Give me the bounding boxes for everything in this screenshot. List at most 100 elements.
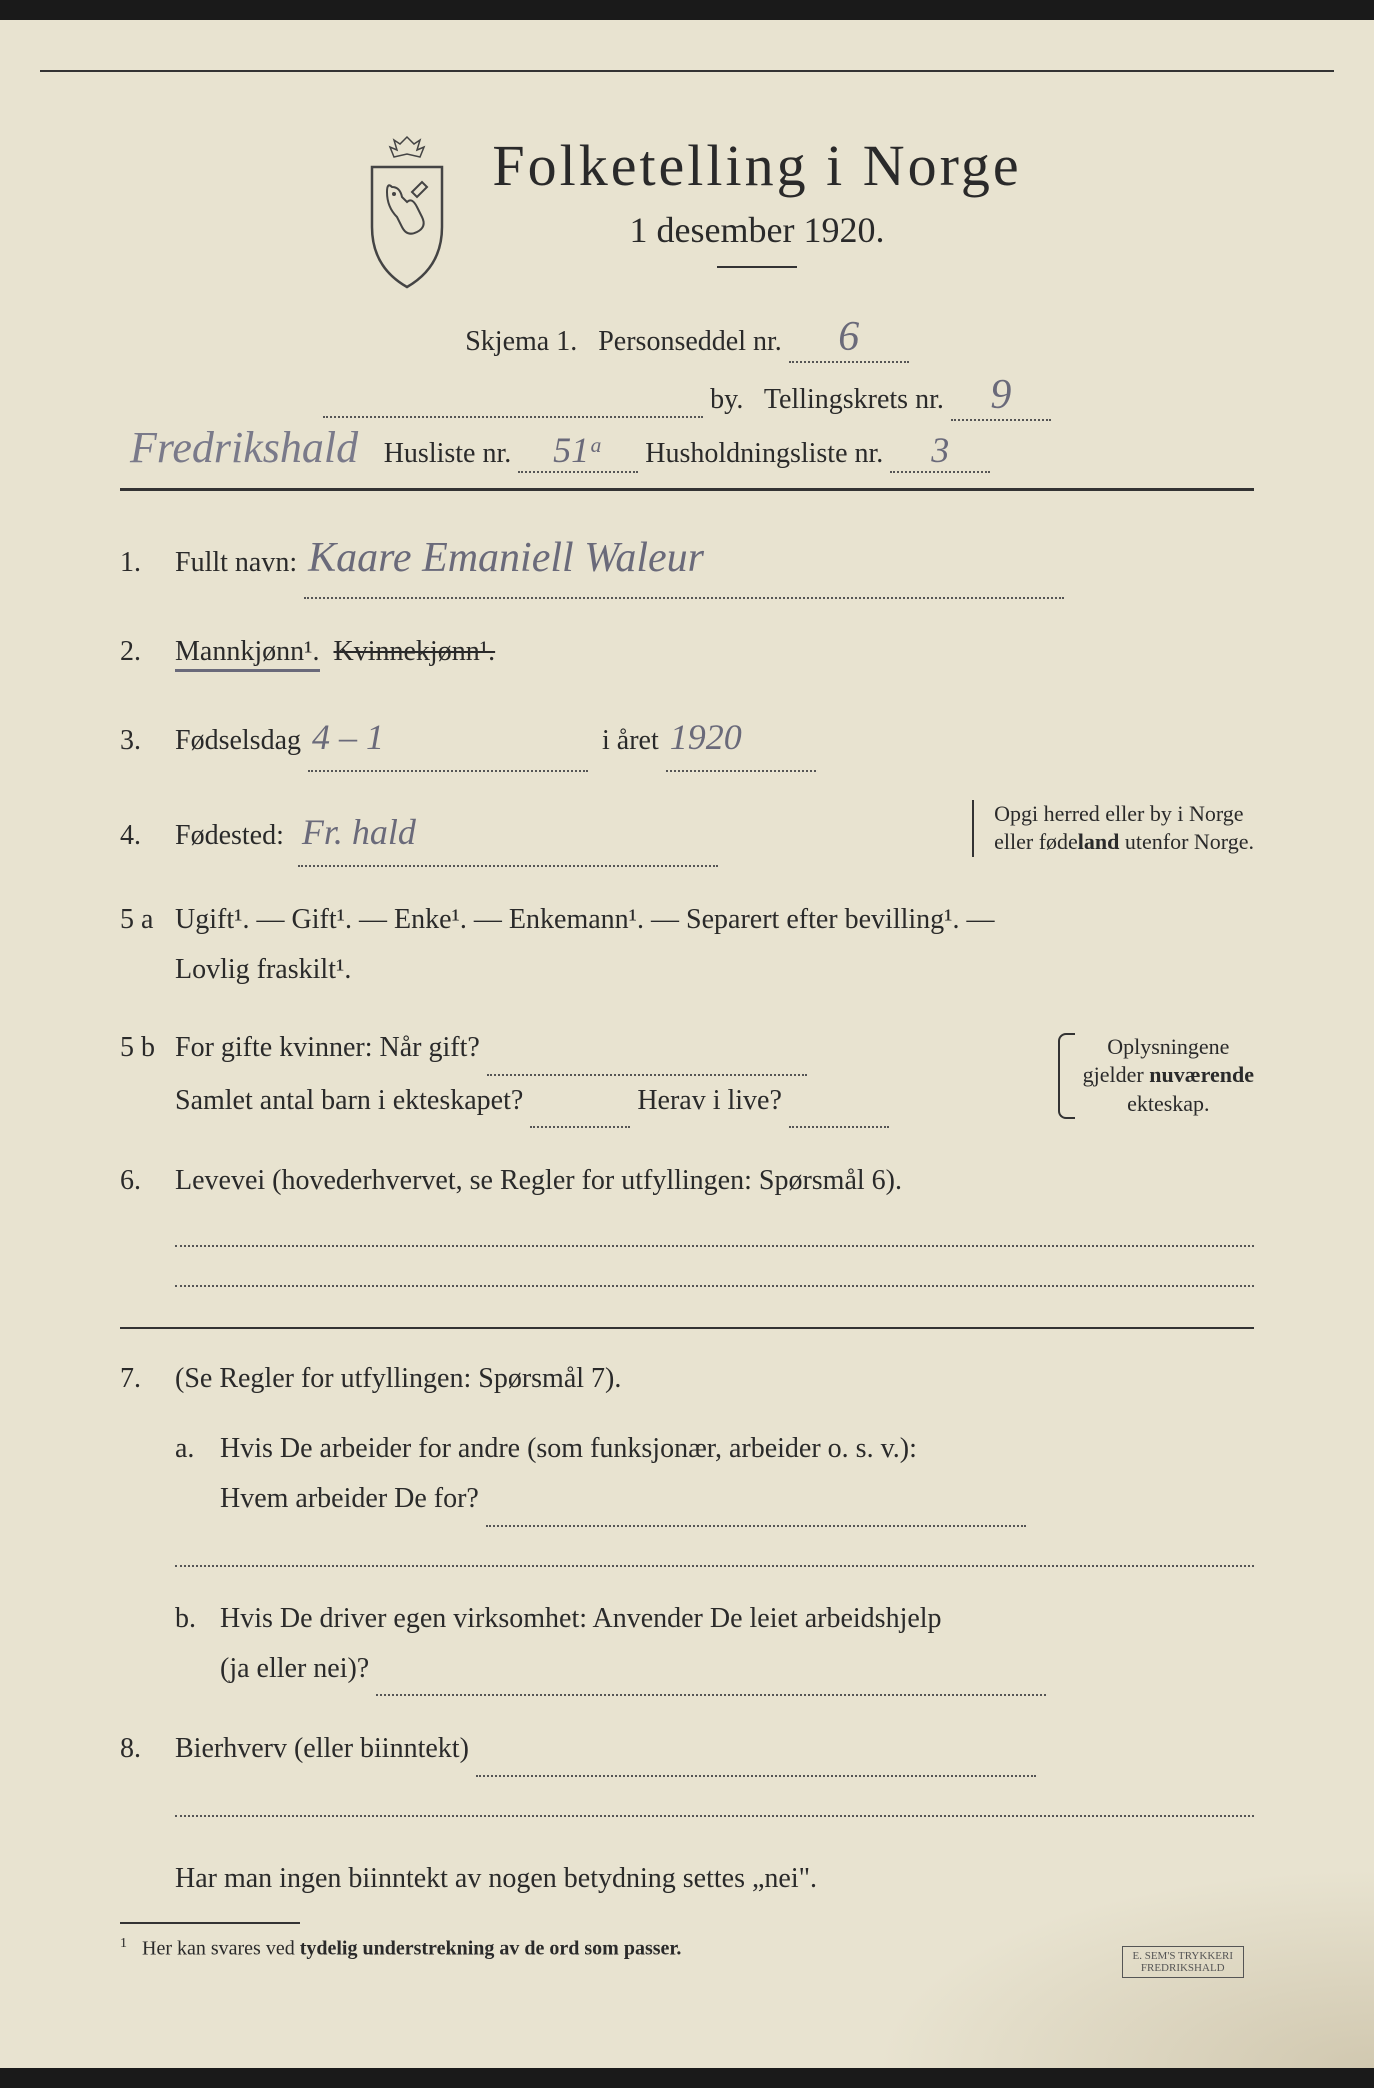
q4-main: Fødested: Fr. hald [175, 800, 957, 867]
q7a-body: Hvis De arbeider for andre (som funksjon… [220, 1424, 1254, 1579]
q5a-text2: Lovlig fraskilt¹. [175, 954, 351, 985]
q5b-side2: gjelder [1083, 1062, 1150, 1087]
q3-num: 3. [120, 716, 175, 766]
q5b-side-note: Oplysningene gjelder nuværende ekteskap. [1058, 1033, 1254, 1119]
q7b-body: Hvis De driver egen virksomhet: Anvender… [220, 1594, 1254, 1697]
q5b-field2 [530, 1076, 630, 1128]
footer-note: Har man ingen biinntekt av nogen betydni… [120, 1857, 1254, 1902]
q5b-num: 5 b [120, 1023, 175, 1073]
meta-line-3: Husliste nr. 51ᵃ Husholdningsliste nr. 3 [120, 429, 1254, 473]
husholdningsliste-value: 3 [931, 430, 949, 470]
census-form-page: Folketelling i Norge 1 desember 1920. Fr… [0, 20, 1374, 2068]
q6-body: Levevei (hovederhvervet, se Regler for u… [175, 1156, 1254, 1298]
q4-num: 4. [120, 811, 175, 861]
q5a-body: Ugift¹. — Gift¹. — Enke¹. — Enkemann¹. —… [175, 895, 1254, 996]
husholdningsliste-field: 3 [890, 429, 990, 473]
q3-body: Fødselsdag 4 – 1 i året 1920 [175, 705, 1254, 772]
question-2: 2. Mannkjønn¹. Kvinnekjønn¹. [120, 627, 1254, 677]
q2-kvinne: Kvinnekjønn¹. [334, 636, 496, 667]
husliste-field: 51ᵃ [518, 429, 638, 473]
q5b-side3: ekteskap. [1127, 1091, 1209, 1116]
q4-label: Fødested: [175, 820, 284, 851]
q6-num: 6. [120, 1156, 175, 1206]
q8-body: Bierhverv (eller biinntekt) [175, 1724, 1254, 1828]
tellingskrets-field: 9 [951, 371, 1051, 421]
husliste-label: Husliste nr. [384, 438, 512, 469]
q3-day-value: 4 – 1 [312, 717, 384, 757]
question-6: 6. Levevei (hovederhvervet, se Regler fo… [120, 1156, 1254, 1298]
q6-line1 [175, 1219, 1254, 1247]
q4-field: Fr. hald [298, 800, 718, 867]
footnote: 1 Her kan svares ved tydelig understrekn… [120, 1936, 1254, 1961]
form-content: Folketelling i Norge 1 desember 1920. Fr… [40, 70, 1334, 2028]
q7b-row: b. Hvis De driver egen virksomhet: Anven… [175, 1594, 1254, 1697]
meta-line-2: by. Tellingskrets nr. 9 [120, 371, 1254, 421]
q1-body: Fullt navn: Kaare Emaniell Waleur [175, 521, 1254, 599]
q4-body: Fødested: Fr. hald Opgi herred eller by … [175, 800, 1254, 867]
q7a-field [486, 1474, 1026, 1526]
q8-field [476, 1724, 1036, 1776]
tellingskrets-value: 9 [990, 372, 1011, 418]
q3-label: Fødselsdag [175, 725, 301, 756]
q7a-text: Hvis De arbeider for andre (som funksjon… [220, 1433, 917, 1464]
question-3: 3. Fødselsdag 4 – 1 i året 1920 [120, 705, 1254, 772]
personseddel-field: 6 [789, 313, 909, 363]
tellingskrets-label: Tellingskrets nr. [764, 384, 944, 415]
footnote-num: 1 [120, 1936, 127, 1951]
footnote-bold: tydelig understrekning av de ord som pas… [300, 1937, 682, 1959]
meta-section: Skjema 1. Personseddel nr. 6 by. Telling… [120, 313, 1254, 473]
q5b-label1: For gifte kvinner: Når gift? [175, 1032, 480, 1063]
q2-num: 2. [120, 627, 175, 677]
q5a-text: Ugift¹. — Gift¹. — Enke¹. — Enkemann¹. —… [175, 904, 995, 935]
personseddel-value: 6 [838, 314, 859, 360]
q8-num: 8. [120, 1724, 175, 1774]
question-8: 8. Bierhverv (eller biinntekt) [120, 1724, 1254, 1828]
stamp-line1: E. SEM'S TRYKKERI [1133, 1950, 1234, 1962]
skjema-label: Skjema 1. [465, 326, 577, 357]
q7b-text2: (ja eller nei)? [220, 1653, 369, 1684]
q7b-text: Hvis De driver egen virksomhet: Anvender… [220, 1603, 942, 1634]
q5b-side1: Oplysningene [1107, 1034, 1229, 1059]
q4-note-l1: Opgi herred eller by i Norge [994, 801, 1243, 826]
q4-note-l2b: land [1078, 829, 1120, 854]
form-title: Folketelling i Norge [492, 132, 1021, 199]
question-4: 4. Fødested: Fr. hald Opgi herred eller … [120, 800, 1254, 867]
q6-line2 [175, 1259, 1254, 1287]
by-label: by. [710, 384, 743, 415]
q5b-side2b: nuværende [1149, 1062, 1254, 1087]
husholdningsliste-label: Husholdningsliste nr. [645, 438, 883, 469]
q5b-field1 [487, 1023, 807, 1075]
form-subtitle: 1 desember 1920. [492, 209, 1021, 251]
q1-num: 1. [120, 538, 175, 588]
printer-stamp: E. SEM'S TRYKKERI FREDRIKSHALD [1122, 1946, 1245, 1978]
q4-note-l2a: eller føde [994, 829, 1078, 854]
q6-text: Levevei (hovederhvervet, se Regler for u… [175, 1165, 902, 1196]
q7-body: (Se Regler for utfyllingen: Spørsmål 7).… [175, 1354, 1254, 1697]
q7a-text2: Hvem arbeider De for? [220, 1483, 479, 1514]
q5b-label2: Samlet antal barn i ekteskapet? [175, 1085, 523, 1116]
title-block: Folketelling i Norge 1 desember 1920. [492, 132, 1021, 293]
stamp-line2: FREDRIKSHALD [1141, 1962, 1225, 1974]
q5b-main: For gifte kvinner: Når gift? Samlet anta… [175, 1023, 1058, 1128]
q7b-num: b. [175, 1594, 220, 1697]
q3-year-label: i året [602, 725, 659, 756]
q5b-body: For gifte kvinner: Når gift? Samlet anta… [175, 1023, 1254, 1128]
q1-field: Kaare Emaniell Waleur [304, 521, 1064, 599]
by-field [323, 384, 703, 418]
title-divider [717, 266, 797, 268]
personseddel-label: Personseddel nr. [598, 326, 782, 357]
question-7: 7. (Se Regler for utfyllingen: Spørsmål … [120, 1354, 1254, 1697]
q3-year-value: 1920 [670, 717, 742, 757]
q1-value: Kaare Emaniell Waleur [308, 535, 704, 581]
q1-label: Fullt navn: [175, 547, 297, 578]
q2-mann: Mannkjønn¹. [175, 636, 320, 672]
q8-line [175, 1789, 1254, 1817]
footnote-text: Her kan svares ved [142, 1937, 300, 1959]
q7a-line [175, 1539, 1254, 1567]
q7-num: 7. [120, 1354, 175, 1404]
question-5a: 5 a Ugift¹. — Gift¹. — Enke¹. — Enkemann… [120, 895, 1254, 996]
q5a-num: 5 a [120, 895, 175, 945]
meta-line-1: Skjema 1. Personseddel nr. 6 [120, 313, 1254, 363]
form-header: Folketelling i Norge 1 desember 1920. [120, 132, 1254, 293]
q2-body: Mannkjønn¹. Kvinnekjønn¹. [175, 627, 1254, 677]
